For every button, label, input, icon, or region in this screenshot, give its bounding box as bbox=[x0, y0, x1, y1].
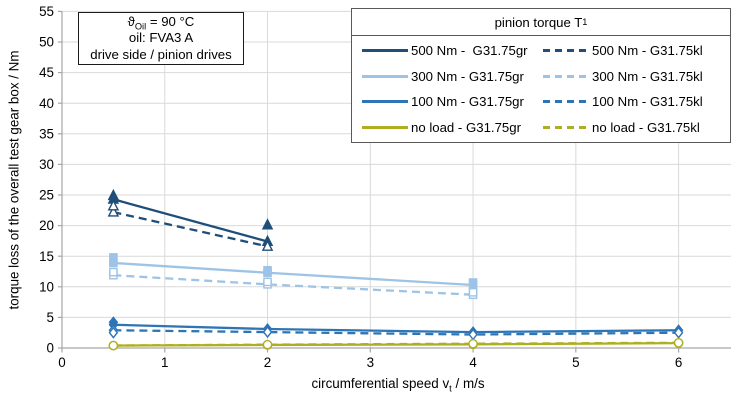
legend-line-sample bbox=[543, 100, 589, 104]
legend-line-sample bbox=[362, 49, 408, 53]
legend-item-label: 300 Nm - G31.75kl bbox=[592, 68, 703, 84]
x-tick-label: 3 bbox=[367, 355, 374, 370]
y-tick-label: 40 bbox=[39, 96, 54, 111]
series-line bbox=[113, 211, 268, 248]
legend-item-label: no load - G31.75kl bbox=[592, 119, 700, 135]
data-point-marker bbox=[107, 199, 120, 211]
legend-line-sample bbox=[543, 49, 589, 53]
legend-item-300nm-kl: 300 Nm - G31.75kl bbox=[543, 69, 724, 84]
annotation-box: ϑOil = 90 °C oil: FVA3 A drive side / pi… bbox=[78, 12, 244, 65]
data-point-marker bbox=[261, 218, 274, 230]
data-point-marker bbox=[109, 253, 118, 262]
series-line bbox=[113, 323, 679, 334]
series-line bbox=[113, 274, 474, 296]
legend-item-noload-gr: no load - G31.75gr bbox=[362, 120, 543, 135]
x-tick-label: 5 bbox=[572, 355, 579, 370]
legend-item-500nm-kl: 500 Nm - G31.75kl bbox=[543, 43, 724, 58]
x-tick-label: 6 bbox=[675, 355, 682, 370]
y-tick-label: 15 bbox=[39, 249, 54, 264]
data-point-marker bbox=[263, 265, 272, 275]
annotation-line-oil: oil: FVA3 A bbox=[128, 30, 194, 46]
y-tick-label: 5 bbox=[47, 310, 54, 325]
data-point-marker bbox=[261, 239, 274, 251]
y-tick-label: 10 bbox=[39, 279, 54, 294]
x-tick-label: 4 bbox=[469, 355, 477, 370]
x-axis-title-post: / m/s bbox=[451, 376, 485, 391]
legend-item-label: 300 Nm - G31.75gr bbox=[411, 68, 524, 84]
data-point-marker bbox=[468, 278, 478, 287]
series-100nm-kl bbox=[108, 324, 684, 341]
data-point-marker bbox=[108, 326, 119, 339]
legend-line-sample bbox=[362, 74, 408, 78]
y-axis-title-text: torque loss of the overall test gear box… bbox=[6, 50, 22, 310]
data-point-marker bbox=[262, 326, 273, 339]
x-tick-label: 2 bbox=[264, 355, 271, 370]
x-axis-title: circumferential speed vt / m/s bbox=[311, 376, 485, 394]
y-tick-label: 45 bbox=[39, 65, 54, 80]
legend-line-sample bbox=[362, 125, 408, 129]
annotation-line-drive: drive side / pinion drives bbox=[90, 46, 232, 62]
series-line bbox=[113, 329, 679, 336]
legend-item-100nm-gr: 100 Nm - G31.75gr bbox=[362, 94, 543, 109]
data-point-marker bbox=[108, 340, 119, 351]
legend-line-sample bbox=[543, 125, 589, 129]
legend-line-sample bbox=[543, 74, 589, 78]
legend-line-sample bbox=[362, 100, 408, 104]
legend-item-noload-kl: no load - G31.75kl bbox=[543, 120, 724, 135]
y-tick-label: 30 bbox=[39, 157, 54, 172]
series-line bbox=[113, 261, 474, 287]
series-300nm-gr bbox=[109, 253, 478, 290]
legend-item-100nm-kl: 100 Nm - G31.75kl bbox=[543, 94, 724, 109]
series-line bbox=[113, 198, 268, 243]
y-tick-label: 25 bbox=[39, 188, 54, 203]
data-point-marker bbox=[107, 205, 120, 217]
axes bbox=[58, 10, 731, 353]
series-300nm-kl bbox=[109, 267, 478, 300]
y-tick-label: 50 bbox=[39, 35, 54, 50]
series-500nm-gr bbox=[107, 188, 274, 247]
y-axis-title: torque loss of the overall test gear box… bbox=[7, 50, 22, 309]
data-point-marker bbox=[673, 326, 684, 339]
x-axis-title-pre: circumferential speed v bbox=[311, 376, 450, 391]
legend-item-label: 100 Nm - G31.75gr bbox=[411, 94, 524, 110]
x-axis-title-sub: t bbox=[449, 383, 452, 394]
y-tick-label: 0 bbox=[47, 341, 54, 356]
y-tick-label: 35 bbox=[39, 126, 54, 141]
data-point-marker bbox=[468, 338, 478, 349]
legend-item-300nm-gr: 300 Nm - G31.75gr bbox=[362, 69, 543, 84]
data-point-marker bbox=[468, 288, 478, 297]
data-point-marker bbox=[109, 267, 118, 277]
legend-item-label: 500 Nm - G31.75kl bbox=[592, 43, 703, 59]
legend-grid: 500 Nm - G31.75gr 500 Nm - G31.75kl 300 Nm… bbox=[352, 36, 730, 142]
y-tick-label: 55 bbox=[39, 4, 54, 19]
gridlines bbox=[62, 10, 731, 348]
series-noload-kl bbox=[108, 337, 684, 351]
data-point-marker bbox=[673, 337, 684, 348]
y-tick-label: 20 bbox=[39, 218, 54, 233]
legend-item-label: 500 Nm - G31.75gr bbox=[411, 43, 528, 59]
legend-item-label: 100 Nm - G31.75kl bbox=[592, 94, 703, 110]
annotation-line-temperature: ϑOil = 90 °C bbox=[127, 13, 195, 32]
x-tick-label: 0 bbox=[58, 355, 65, 370]
legend-item-label: no load - G31.75gr bbox=[411, 119, 521, 135]
data-point-marker bbox=[263, 277, 272, 287]
data-point-marker bbox=[262, 339, 273, 350]
legend-item-500nm-gr: 500 Nm - G31.75gr bbox=[362, 43, 543, 58]
series-500nm-kl bbox=[107, 199, 274, 251]
x-tick-label: 1 bbox=[161, 355, 168, 370]
series-line bbox=[113, 341, 679, 347]
